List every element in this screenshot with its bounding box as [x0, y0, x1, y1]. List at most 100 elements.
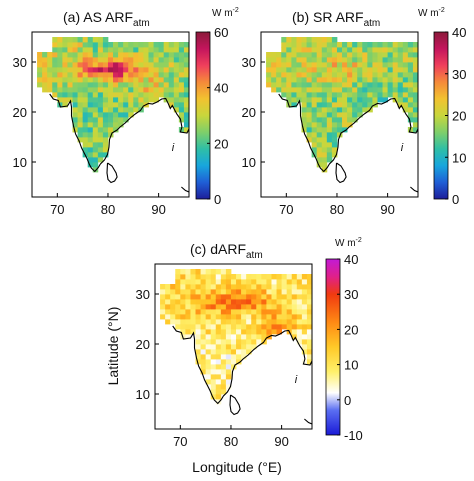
panel-c-heatmap-cell — [276, 279, 283, 285]
panel-a-heatmap-cell — [118, 122, 124, 128]
panel-b-heatmap-cell — [357, 112, 363, 118]
panel-b-heatmap-cell — [331, 132, 338, 138]
panel-a-heatmap-cell — [62, 72, 68, 78]
panel-b-heatmap-cell — [352, 62, 358, 68]
panel-c-heatmap-cell — [236, 354, 242, 360]
panel-c-plot-frame — [154, 263, 313, 430]
panel-c-colorbar-unit: W m-2 — [335, 237, 362, 249]
panel-c-heatmap-cell — [210, 379, 217, 385]
panel-b-heatmap-cell — [336, 72, 343, 78]
panel-b-heatmap-cell — [296, 37, 302, 43]
panel-a-heatmap-cell — [113, 52, 119, 58]
panel-b-heatmap-cell — [407, 67, 414, 73]
panel-a-heatmap-cell — [123, 92, 129, 98]
panel-b-heatmap-cell — [402, 47, 409, 53]
panel-a-heatmap-cell — [178, 82, 185, 88]
panel-a-heatmap-cell — [107, 62, 114, 68]
panel-a-heatmap-cell — [87, 82, 94, 88]
panel-b-heatmap-cell — [377, 92, 383, 98]
panel-b-heatmap-cell — [311, 52, 318, 58]
panel-b-heatmap-cell — [271, 67, 277, 73]
panel-c-heatmap-cell — [261, 304, 267, 310]
panel-c-heatmap-cell — [251, 294, 257, 300]
panel-c-heatmap-cell — [251, 344, 257, 350]
panel-a-heatmap-cell — [148, 92, 154, 98]
panel-c-heatmap-cell — [251, 304, 257, 310]
panel-b-heatmap-cell — [281, 52, 287, 58]
panel-a-heatmap-cell — [97, 112, 104, 118]
panel-b-heatmap-cell — [311, 97, 318, 103]
panel-b-heatmap-cell — [311, 142, 318, 148]
panel-b-heatmap-cell — [352, 82, 358, 88]
panel-b-heatmap-cell — [306, 77, 313, 83]
panel-b-heatmap-cell — [397, 57, 404, 63]
panel-a-heatmap-cell — [82, 47, 89, 53]
panel-a-heatmap-cell — [168, 52, 175, 58]
panel-b-heatmap-cell — [407, 62, 414, 68]
panel-a-heatmap-cell — [153, 92, 160, 98]
panel-c-heatmap-cell — [306, 284, 312, 290]
panel-b-heatmap-cell — [407, 82, 414, 88]
panel-b-heatmap-cell — [372, 87, 378, 93]
panel-c-heatmap-cell — [271, 294, 277, 300]
panel-c-heatmap-cell — [251, 309, 257, 315]
panel-c-heatmap-cell — [190, 289, 196, 295]
panel-a-heatmap-cell — [138, 47, 144, 53]
panel-a-heatmap-cell — [47, 57, 53, 63]
panel-c-heatmap-cell — [190, 329, 196, 335]
panel-b-heatmap-cell — [407, 77, 414, 83]
panel-b-heatmap-cell — [362, 102, 368, 108]
panel-c-heatmap-cell — [230, 279, 237, 285]
panel-c-heatmap-cell — [281, 299, 288, 305]
panel-a-heatmap-cell — [92, 37, 99, 43]
panel-b-heatmap-cell — [291, 37, 297, 43]
panel-b-heatmap-cell — [291, 77, 297, 83]
panel-b-heatmap-cell — [301, 62, 307, 68]
panel-a-heatmap-cell — [148, 52, 154, 58]
panel-a-heatmap-cell — [87, 102, 94, 108]
panel-c-heatmap-cell — [286, 304, 293, 310]
panel-a-heatmap-cell — [118, 57, 124, 63]
panel-c-heatmap-cell — [296, 294, 303, 300]
panel-c-heatmap-cell — [180, 284, 186, 290]
panel-a-heatmap-cell — [82, 37, 89, 43]
panel-c-colorbar-tick-label: 0 — [344, 393, 351, 408]
panel-c-heatmap-cell — [195, 309, 201, 315]
panel-b-heatmap-cell — [321, 147, 328, 153]
panel-a-heatmap-cell — [92, 117, 99, 123]
panel-b-heatmap-cell — [281, 62, 287, 68]
panel-a-heatmap-cell — [97, 92, 104, 98]
panel-b-heatmap-cell — [291, 47, 297, 53]
panel-b-heatmap-cell — [402, 97, 409, 103]
panel-c-heatmap-cell — [165, 304, 171, 310]
panel-c-heatmap-cell — [256, 334, 262, 340]
panel-c-heatmap-cell — [241, 279, 247, 285]
panel-a-heatmap-cell — [118, 92, 124, 98]
panel-c-heatmap-cell — [301, 344, 308, 350]
panel-c-heatmap-cell — [281, 304, 288, 310]
panel-a-heatmap-cell — [57, 57, 63, 63]
panel-a-heatmap-cell — [113, 107, 119, 113]
panel-c-y-ticks: 10 20 30 — [136, 287, 159, 402]
panel-c-heatmap-cell — [291, 319, 298, 325]
panel-c-heatmap-cell — [205, 289, 212, 295]
panel-a-heatmap-cell — [123, 117, 129, 123]
panel-c-heatmap-cell — [225, 334, 232, 340]
panel-b-heatmap-cell — [331, 87, 338, 93]
panel-c-colorbar-tick-label: 20 — [344, 322, 358, 337]
panel-b-heatmap-cell — [347, 112, 353, 118]
panel-b-heatmap-cell — [387, 47, 394, 53]
panel-a-heatmap-cell — [123, 52, 129, 58]
panel-c-coastline: i — [172, 325, 312, 425]
panel-a-heatmap-cell — [37, 62, 43, 68]
panel-c-heatmap-cell — [241, 354, 247, 360]
panel-c-heatmap-cell — [230, 329, 237, 335]
panel-b-heatmap-cell — [306, 102, 313, 108]
panel-c-heatmap-cell — [220, 299, 227, 305]
panel-b-heatmap-cell — [286, 87, 292, 93]
panel-c-colorbar-tick-label: 10 — [344, 358, 358, 373]
panel-c-heatmap-cell — [185, 314, 191, 320]
panel-a-heatmap-cell — [113, 97, 119, 103]
panel-c-heatmap-cell — [225, 294, 232, 300]
panel-b-heatmap-cell — [316, 87, 323, 93]
